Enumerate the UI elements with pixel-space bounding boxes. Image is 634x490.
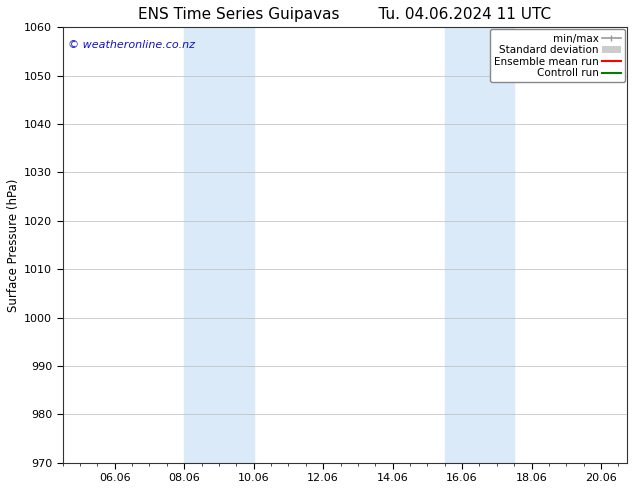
- Title: ENS Time Series Guipavas        Tu. 04.06.2024 11 UTC: ENS Time Series Guipavas Tu. 04.06.2024 …: [138, 7, 552, 22]
- Y-axis label: Surface Pressure (hPa): Surface Pressure (hPa): [7, 178, 20, 312]
- Legend: min/max, Standard deviation, Ensemble mean run, Controll run: min/max, Standard deviation, Ensemble me…: [490, 29, 625, 82]
- Bar: [184, 27, 254, 463]
- Bar: [444, 27, 514, 463]
- Text: © weatheronline.co.nz: © weatheronline.co.nz: [68, 40, 195, 50]
